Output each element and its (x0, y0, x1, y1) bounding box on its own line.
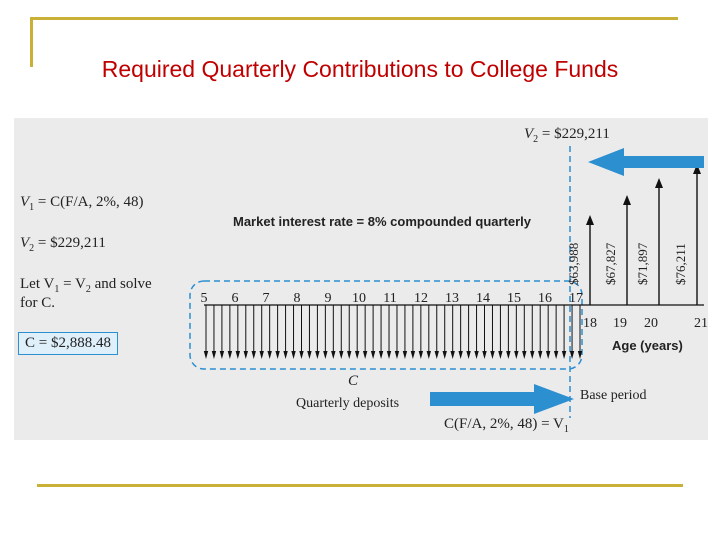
solve-instruction-line2: for C. (20, 295, 55, 311)
age-tick-label: 9 (325, 291, 332, 306)
age-tick-label: 8 (294, 291, 301, 306)
fa-equation: C(F/A, 2%, 48) = V1 (444, 416, 569, 435)
deposit-arrowhead (323, 351, 328, 359)
deposit-arrowhead (203, 351, 209, 359)
deposit-arrowhead (347, 351, 352, 359)
deposit-arrowhead (299, 351, 304, 359)
result-box: C = $2,888.48 (18, 332, 118, 355)
age-tick-label: 11 (383, 291, 396, 306)
age-tick-label: 16 (538, 291, 552, 306)
deposit-arrowhead (219, 351, 225, 359)
deposit-arrowhead (450, 351, 455, 359)
deposit-arrowhead (386, 351, 392, 359)
age-tick-label: 7 (263, 291, 270, 306)
v2-label: V2 = $229,211 (524, 126, 610, 145)
withdrawal-amount-label: $63,988 (566, 243, 581, 285)
age-tick-label: 18 (583, 316, 597, 331)
age-tick-label: 20 (644, 316, 658, 331)
deposit-arrowhead (275, 351, 280, 359)
deposit-arrowhead (545, 351, 551, 359)
deposit-arrowhead (522, 351, 527, 359)
future-value-arrow (430, 384, 574, 414)
deposit-symbol: C (348, 373, 359, 389)
deposit-arrowhead (561, 351, 567, 359)
withdrawal-amount-label: $71,897 (635, 242, 650, 285)
deposit-arrowhead (402, 351, 408, 359)
deposit-arrowhead (307, 351, 312, 359)
age-axis-label: Age (years) (612, 338, 683, 353)
age-tick-label: 14 (476, 291, 490, 306)
deposit-arrowhead (227, 351, 233, 359)
age-tick-label: 12 (414, 291, 428, 306)
frame-line-bottom (37, 484, 683, 487)
deposit-arrowhead (442, 351, 447, 359)
age-tick-label: 19 (613, 316, 627, 331)
deposit-arrowhead (315, 351, 320, 359)
age-tick-label: 6 (232, 291, 239, 306)
deposit-arrowhead (553, 351, 559, 359)
deposit-arrowhead (211, 351, 217, 359)
deposit-arrowhead (339, 351, 344, 359)
deposit-arrowhead (434, 351, 439, 359)
withdrawal-amount-label: $67,827 (603, 242, 618, 285)
v2-equivalence-arrow (588, 148, 704, 176)
age-tick-label: 17 (569, 291, 583, 306)
deposit-arrowhead (514, 351, 519, 359)
equation-v2: V2 = $229,211 (20, 235, 106, 254)
deposit-arrowhead (426, 351, 432, 359)
age-tick-label: 5 (201, 291, 208, 306)
withdrawal-arrowhead (693, 164, 701, 174)
deposit-arrowhead (458, 351, 463, 359)
frame-line-left (30, 17, 33, 67)
solve-instruction: Let V1 = V2 and solve (20, 276, 152, 295)
base-period-label: Base period (580, 388, 647, 403)
deposit-arrowhead (466, 351, 471, 359)
deposit-arrowhead (267, 351, 272, 359)
frame-line-top (30, 17, 678, 20)
deposit-arrowhead (490, 351, 495, 359)
cash-flow-figure: V1 = C(F/A, 2%, 48) V2 = $229,211 Let V1… (14, 118, 708, 440)
deposit-arrowhead (506, 351, 511, 359)
deposit-arrowhead (362, 351, 368, 359)
deposit-arrowhead (370, 351, 376, 359)
deposit-arrowhead (577, 351, 583, 359)
deposit-arrowhead (410, 351, 416, 359)
deposit-arrowhead (259, 351, 264, 359)
deposit-arrowhead (394, 351, 400, 359)
deposit-arrowhead (331, 351, 336, 359)
age-tick-label: 21 (694, 316, 708, 331)
deposit-arrowhead (482, 351, 487, 359)
deposits-label: Quarterly deposits (296, 396, 400, 411)
deposit-arrowhead (538, 351, 543, 359)
deposit-arrowhead (354, 351, 360, 359)
deposit-arrowhead (530, 351, 535, 359)
deposit-arrowhead (235, 351, 241, 359)
deposit-arrowhead (283, 351, 288, 359)
withdrawal-arrowhead (586, 215, 594, 225)
deposit-period-box (189, 280, 583, 370)
interest-rate-note: Market interest rate = 8% compounded qua… (233, 214, 532, 229)
deposit-arrowhead (498, 351, 503, 359)
deposit-arrowhead (569, 351, 575, 359)
age-tick-label: 13 (445, 291, 459, 306)
deposit-arrowhead (378, 351, 384, 359)
slide-title: Required Quarterly Contributions to Coll… (101, 56, 619, 82)
withdrawal-arrowhead (655, 178, 663, 188)
withdrawal-amount-label: $76,211 (673, 243, 688, 285)
deposit-arrowhead (251, 351, 256, 359)
deposit-arrowhead (291, 351, 296, 359)
deposit-arrowhead (243, 351, 248, 359)
deposit-arrowhead (474, 351, 479, 359)
age-tick-label: 15 (507, 291, 521, 306)
deposit-arrowhead (418, 351, 424, 359)
equation-v1: V1 = C(F/A, 2%, 48) (20, 194, 144, 213)
age-tick-label: 10 (352, 291, 366, 306)
withdrawal-arrowhead (623, 195, 631, 205)
